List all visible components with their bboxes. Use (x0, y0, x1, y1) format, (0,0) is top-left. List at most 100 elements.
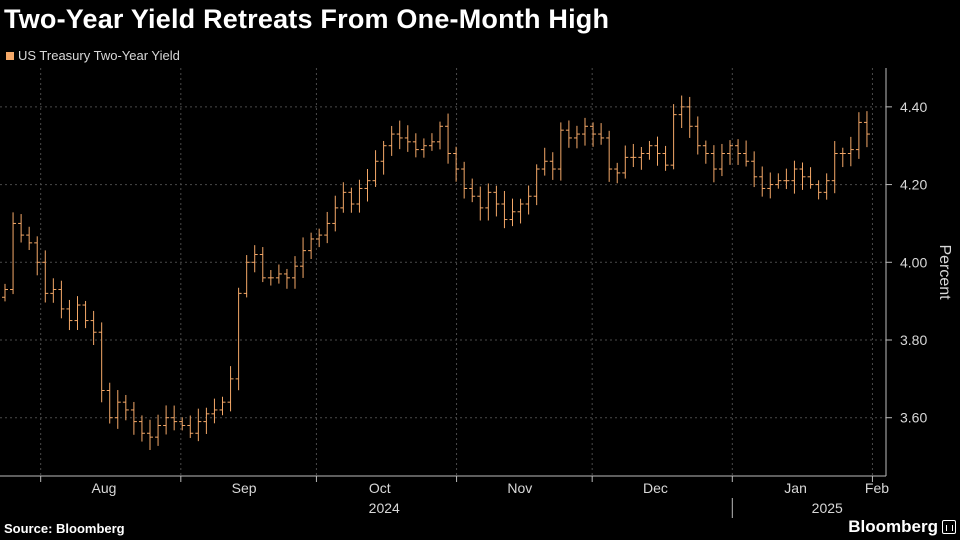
ohlc-bar (686, 96, 693, 138)
ohlc-bar (364, 168, 371, 202)
ohlc-bar (847, 136, 854, 167)
ohlc-bar (90, 310, 97, 346)
ohlc-bar (106, 382, 113, 424)
ohlc-bar (267, 270, 274, 286)
ohlc-bar (735, 139, 742, 165)
brand-logo: Bloomberg (848, 517, 956, 537)
grid-lines (0, 68, 886, 476)
ohlc-bar (380, 140, 387, 175)
ohlc-bar (751, 151, 758, 188)
ohlc-bar (718, 143, 725, 177)
ohlc-bar (614, 162, 621, 184)
ohlc-bar (98, 322, 105, 403)
ohlc-bar (138, 415, 145, 442)
ohlc-bar (855, 112, 862, 159)
ohlc-bar (74, 296, 81, 330)
ohlc-bar (646, 140, 653, 160)
ohlc-bar (130, 401, 137, 435)
ohlc-bar (147, 419, 153, 451)
ohlc-bar (863, 111, 870, 148)
ohlc-bar (66, 299, 73, 331)
ohlc-bar (332, 195, 339, 232)
x-tick-label: Sep (232, 480, 257, 496)
ohlc-bar (243, 255, 250, 298)
y-tick-label: 4.00 (900, 254, 927, 270)
ohlc-bar (622, 145, 629, 179)
ohlc-bar (211, 398, 218, 424)
ohlc-bar (163, 405, 170, 435)
ohlc-bar (283, 268, 290, 289)
ohlc-bar (42, 250, 49, 303)
ohlc-bar (187, 415, 194, 438)
ohlc-bar (565, 120, 572, 148)
ohlc-bar (823, 173, 830, 200)
ohlc-bar (412, 133, 419, 158)
ohlc-bar (251, 245, 258, 273)
ohlc-bar (155, 414, 162, 446)
ohlc-bar (582, 117, 588, 146)
ohlc-bar (799, 162, 806, 190)
ohlc-bar (541, 147, 548, 176)
ohlc-bar (420, 138, 427, 158)
ohlc-bar (259, 247, 266, 283)
chart-title: Two-Year Yield Retreats From One-Month H… (4, 4, 610, 34)
x-year-label: 2025 (812, 500, 843, 516)
ohlc-bar (469, 178, 476, 203)
ohlc-bar (791, 160, 798, 194)
ohlc-bar (759, 166, 766, 197)
x-tick-label: Jan (784, 480, 807, 496)
ohlc-bar (606, 130, 613, 182)
ohlc-bar (58, 280, 65, 319)
ohlc-bar (445, 113, 452, 164)
ohlc-bar (275, 264, 282, 284)
ohlc-bar (630, 143, 637, 168)
legend-label: US Treasury Two-Year Yield (18, 48, 180, 63)
ohlc-bars (2, 95, 870, 451)
ohlc-bar (428, 133, 435, 151)
ohlc-bar (694, 116, 701, 155)
ohlc-bar (26, 226, 33, 250)
brand-name: Bloomberg (848, 517, 938, 536)
ohlc-bar (590, 122, 597, 147)
ohlc-bar (82, 300, 89, 329)
ohlc-bar (598, 123, 605, 145)
y-tick-label: 4.40 (900, 99, 927, 115)
ohlc-bar (509, 198, 516, 227)
x-tick-label: Aug (92, 480, 117, 496)
ohlc-bar (300, 237, 307, 278)
ohlc-bar (219, 396, 226, 416)
ohlc-bar (767, 172, 774, 199)
ohlc-bar (356, 179, 363, 213)
legend-swatch (6, 51, 14, 60)
ohlc-bar (662, 145, 669, 171)
ohlc-bar (316, 228, 323, 248)
ohlc-bar (807, 167, 814, 189)
ohlc-bar (388, 125, 395, 156)
ohlc-bar (122, 394, 129, 421)
bloomberg-terminal-icon (942, 520, 956, 534)
ohlc-bar (670, 104, 677, 170)
ohlc-bar (18, 214, 25, 243)
ohlc-bar (710, 145, 717, 183)
ohlc-bar (340, 182, 347, 213)
ohlc-bar (324, 211, 331, 244)
ohlc-bar (783, 168, 790, 190)
ohlc-bar (493, 185, 500, 217)
ohlc-bar (775, 173, 782, 189)
x-axis: Aug Sep Oct Nov Dec Jan Feb 2024 2025 (0, 475, 889, 518)
ohlc-bar (10, 212, 17, 295)
y-tick-label: 4.20 (900, 177, 927, 193)
ohlc-bar (235, 287, 242, 391)
ohlc-bar (654, 136, 661, 166)
ohlc-bar (815, 180, 822, 200)
legend: US Treasury Two-Year Yield (6, 48, 180, 63)
ohlc-bar (171, 405, 178, 431)
y-axis-title: Percent (936, 244, 953, 300)
ohlc-bar (525, 185, 532, 215)
ohlc-bar (557, 122, 564, 181)
ohlc-bar (179, 417, 186, 431)
ohlc-bar (195, 408, 202, 442)
ohlc-bar (203, 407, 210, 435)
ohlc-bar (396, 120, 403, 150)
